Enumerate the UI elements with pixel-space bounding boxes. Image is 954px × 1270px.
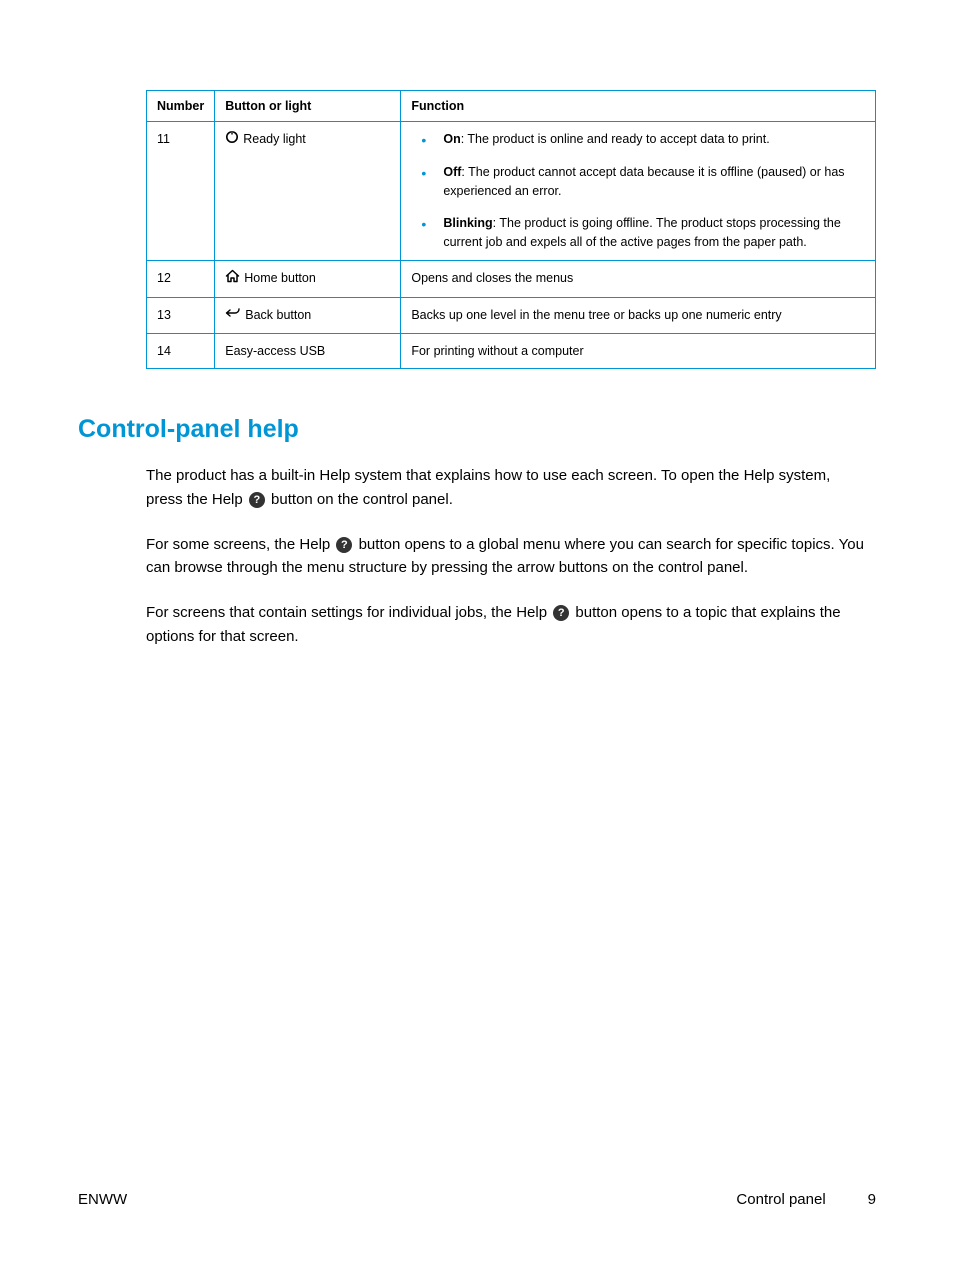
cell-button-label: Ready light xyxy=(243,132,306,146)
header-function: Function xyxy=(401,91,876,122)
cell-button: Ready light xyxy=(215,122,401,261)
cell-button: Home button xyxy=(215,260,401,297)
cell-number: 11 xyxy=(147,122,215,261)
home-icon xyxy=(225,269,240,289)
help-icon: ? xyxy=(553,605,569,621)
cell-function: Backs up one level in the menu tree or b… xyxy=(401,297,876,333)
cell-function: For printing without a computer xyxy=(401,333,876,369)
cell-button-label: Home button xyxy=(244,271,316,285)
cell-number: 14 xyxy=(147,333,215,369)
page-number: 9 xyxy=(868,1191,876,1208)
table-row: 12 Home button Opens and closes the menu… xyxy=(147,260,876,297)
cell-button: Back button xyxy=(215,297,401,333)
back-icon xyxy=(225,306,241,325)
ready-light-icon xyxy=(225,130,239,150)
header-number: Number xyxy=(147,91,215,122)
paragraph: For screens that contain settings for in… xyxy=(146,601,866,648)
footer-left: ENWW xyxy=(78,1191,127,1208)
cell-function: On: The product is online and ready to a… xyxy=(401,122,876,261)
section-heading: Control-panel help xyxy=(78,415,876,444)
help-icon: ? xyxy=(249,492,265,508)
help-icon: ? xyxy=(336,537,352,553)
cell-button-label: Back button xyxy=(245,308,311,322)
control-panel-table: Number Button or light Function 11 Ready… xyxy=(146,90,876,369)
paragraph: The product has a built-in Help system t… xyxy=(146,464,866,511)
footer-section-label: Control panel xyxy=(736,1191,825,1208)
cell-function: Opens and closes the menus xyxy=(401,260,876,297)
list-item: Off: The product cannot accept data beca… xyxy=(429,163,865,201)
list-item: On: The product is online and ready to a… xyxy=(429,130,865,149)
table-row: 11 Ready light On: The product is online… xyxy=(147,122,876,261)
table-header-row: Number Button or light Function xyxy=(147,91,876,122)
function-list: On: The product is online and ready to a… xyxy=(411,130,865,252)
table-row: 14 Easy-access USB For printing without … xyxy=(147,333,876,369)
cell-number: 12 xyxy=(147,260,215,297)
list-item: Blinking: The product is going offline. … xyxy=(429,214,865,252)
header-button: Button or light xyxy=(215,91,401,122)
paragraph: For some screens, the Help ? button open… xyxy=(146,533,866,580)
cell-button: Easy-access USB xyxy=(215,333,401,369)
page-footer: ENWW Control panel 9 xyxy=(78,1191,876,1208)
cell-number: 13 xyxy=(147,297,215,333)
table-row: 13 Back button Backs up one level in the… xyxy=(147,297,876,333)
